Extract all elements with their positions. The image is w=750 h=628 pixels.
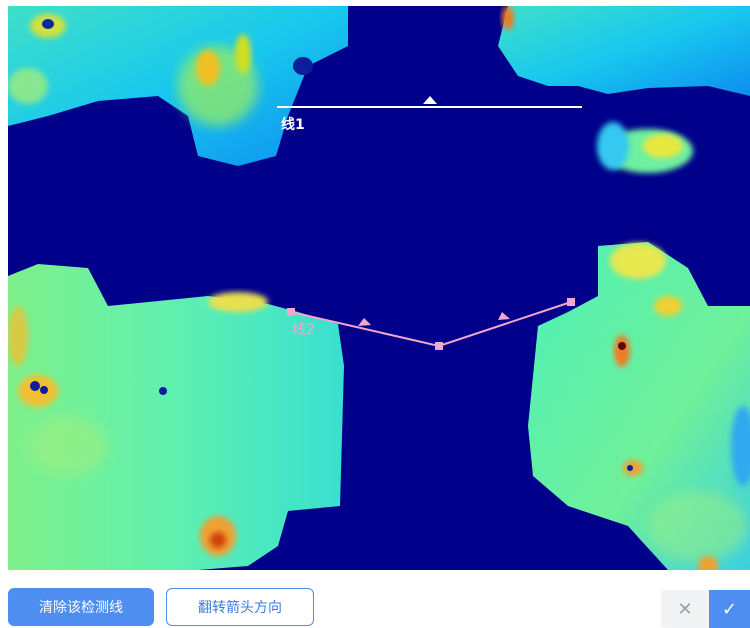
- heat-region-top-right: [498, 6, 750, 173]
- cancel-button[interactable]: ✕: [661, 590, 709, 628]
- close-icon: ✕: [677, 598, 693, 620]
- heat-region-bottom-right: [528, 242, 750, 570]
- line-2-handle-mid[interactable]: [435, 342, 443, 350]
- line-2-label: 线2: [292, 322, 315, 338]
- flip-arrow-button[interactable]: 翻转箭头方向: [166, 588, 314, 626]
- heatmap-canvas[interactable]: 线1 线2: [8, 6, 750, 570]
- line-1-direction-arrow[interactable]: [423, 96, 437, 104]
- clear-line-button[interactable]: 清除该检测线: [8, 588, 154, 626]
- line-1-label: 线1: [281, 116, 305, 133]
- heatmap-svg[interactable]: 线1 线2: [8, 6, 750, 570]
- heat-region-top-left: [8, 6, 348, 166]
- confirm-button[interactable]: ✓: [709, 590, 750, 628]
- line-2-handle-end[interactable]: [567, 298, 575, 306]
- line-2-direction-arrow-a[interactable]: [358, 318, 371, 326]
- detection-line-2[interactable]: 线2: [287, 298, 575, 350]
- toolbar: 清除该检测线 翻转箭头方向 ✕ ✓: [0, 588, 750, 628]
- heat-region-bottom-left: [8, 264, 344, 570]
- detection-line-1[interactable]: 线1: [277, 96, 582, 133]
- line-2-direction-arrow-b[interactable]: [498, 312, 510, 320]
- check-icon: ✓: [721, 598, 738, 620]
- line-2-handle-start[interactable]: [287, 308, 295, 316]
